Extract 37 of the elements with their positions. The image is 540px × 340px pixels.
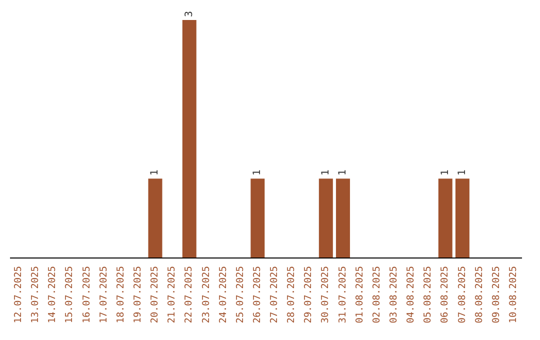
data-label: 1	[337, 170, 348, 176]
data-label: 1	[456, 170, 468, 176]
x-tick-label: 10.08.2025	[508, 266, 519, 324]
x-tick-label: 01.08.2025	[354, 266, 366, 324]
x-tick-label: 24.07.2025	[218, 266, 229, 324]
x-tick-label: 13.07.2025	[30, 266, 42, 324]
x-tick-label: 23.07.2025	[200, 266, 212, 324]
x-tick-label: 31.07.2025	[337, 266, 348, 324]
x-tick-label: 16.07.2025	[81, 266, 92, 324]
x-tick-label: 06.08.2025	[440, 266, 451, 324]
data-label: 1	[252, 170, 264, 176]
x-tick-label: 21.07.2025	[166, 266, 178, 324]
x-tick-label: 22.07.2025	[184, 266, 195, 324]
x-tick-label: 04.08.2025	[406, 266, 417, 324]
x-tick-label: 27.07.2025	[269, 266, 280, 324]
x-tick-label: 18.07.2025	[115, 266, 126, 324]
x-tick-label: 02.08.2025	[371, 266, 382, 324]
x-tick-label: 15.07.2025	[64, 266, 76, 324]
x-tick-label: 30.07.2025	[320, 266, 332, 324]
x-tick-label: 28.07.2025	[286, 266, 298, 324]
x-tick-label: 08.08.2025	[474, 266, 485, 324]
x-tick-label: 29.07.2025	[303, 266, 314, 324]
data-label: 1	[440, 170, 451, 176]
data-label: 3	[184, 10, 195, 17]
x-tick-label: 03.08.2025	[388, 266, 400, 324]
data-label: 1	[150, 170, 161, 176]
x-tick-label: 05.08.2025	[422, 266, 434, 324]
x-tick-label: 14.07.2025	[47, 266, 58, 324]
x-tick-label: 07.08.2025	[456, 266, 468, 324]
x-tick-label: 17.07.2025	[98, 266, 110, 324]
x-tick-label: 25.07.2025	[234, 266, 246, 324]
x-tick-label: 12.07.2025	[13, 266, 24, 324]
x-tick-label: 26.07.2025	[252, 266, 263, 324]
x-tick-label: 20.07.2025	[150, 266, 161, 324]
x-tick-label: 09.08.2025	[490, 266, 502, 324]
data-label: 1	[320, 170, 332, 176]
x-tick-label: 19.07.2025	[132, 266, 144, 324]
